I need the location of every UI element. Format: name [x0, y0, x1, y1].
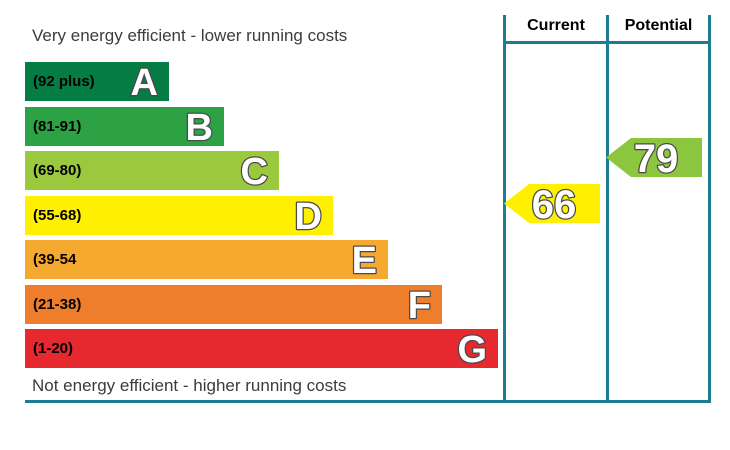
band-row-f: (21-38) F — [25, 285, 442, 324]
band-row-c: (69-80) C — [25, 151, 279, 190]
band-grade-letter: B — [184, 107, 214, 146]
column-header-current: Current — [527, 17, 585, 34]
band-grade-letter: C — [239, 151, 269, 190]
band-range-label: (69-80) — [33, 162, 82, 179]
svg-text:E: E — [352, 240, 377, 279]
left-arrow-icon — [504, 184, 600, 223]
band-range-label: (92 plus) — [33, 73, 95, 90]
table-line-right — [708, 15, 711, 403]
left-arrow-icon — [606, 138, 702, 177]
band-range-label: (55-68) — [33, 207, 82, 224]
svg-text:A: A — [131, 62, 158, 101]
band-range-label: (39-54 — [33, 251, 77, 268]
caption-efficient: Very energy efficient - lower running co… — [32, 26, 348, 45]
band-row-a: (92 plus) A — [25, 62, 169, 101]
table-line-header — [503, 41, 711, 44]
band-row-g: (1-20) G — [25, 329, 498, 368]
svg-text:D: D — [295, 196, 322, 235]
band-range-label: (21-38) — [33, 296, 82, 313]
current-rating-value: 66 — [532, 184, 577, 223]
potential-rating-value: 79 — [634, 138, 679, 177]
band-range-label: (81-91) — [33, 118, 82, 135]
band-grade-letter: F — [407, 285, 433, 324]
column-header-potential: Potential — [624, 17, 693, 34]
potential-rating-arrow: 79 — [606, 138, 702, 177]
band-row-e: (39-54 E — [25, 240, 388, 279]
table-line-left — [503, 15, 506, 403]
svg-text:F: F — [408, 285, 431, 324]
band-row-d: (55-68) D — [25, 196, 333, 235]
band-grade-letter: D — [293, 196, 323, 235]
current-rating-arrow: 66 — [504, 184, 600, 223]
band-row-b: (81-91) B — [25, 107, 224, 146]
table-line-bottom — [25, 400, 711, 403]
table-line-middle — [606, 15, 609, 403]
band-range-label: (1-20) — [33, 340, 74, 357]
band-grade-letter: E — [350, 240, 378, 279]
band-grade-letter: A — [129, 62, 159, 101]
svg-text:B: B — [186, 107, 213, 146]
svg-text:G: G — [457, 329, 487, 368]
caption-not-efficient: Not energy efficient - higher running co… — [32, 376, 347, 395]
band-grade-letter: G — [456, 329, 488, 368]
svg-text:C: C — [241, 151, 268, 190]
